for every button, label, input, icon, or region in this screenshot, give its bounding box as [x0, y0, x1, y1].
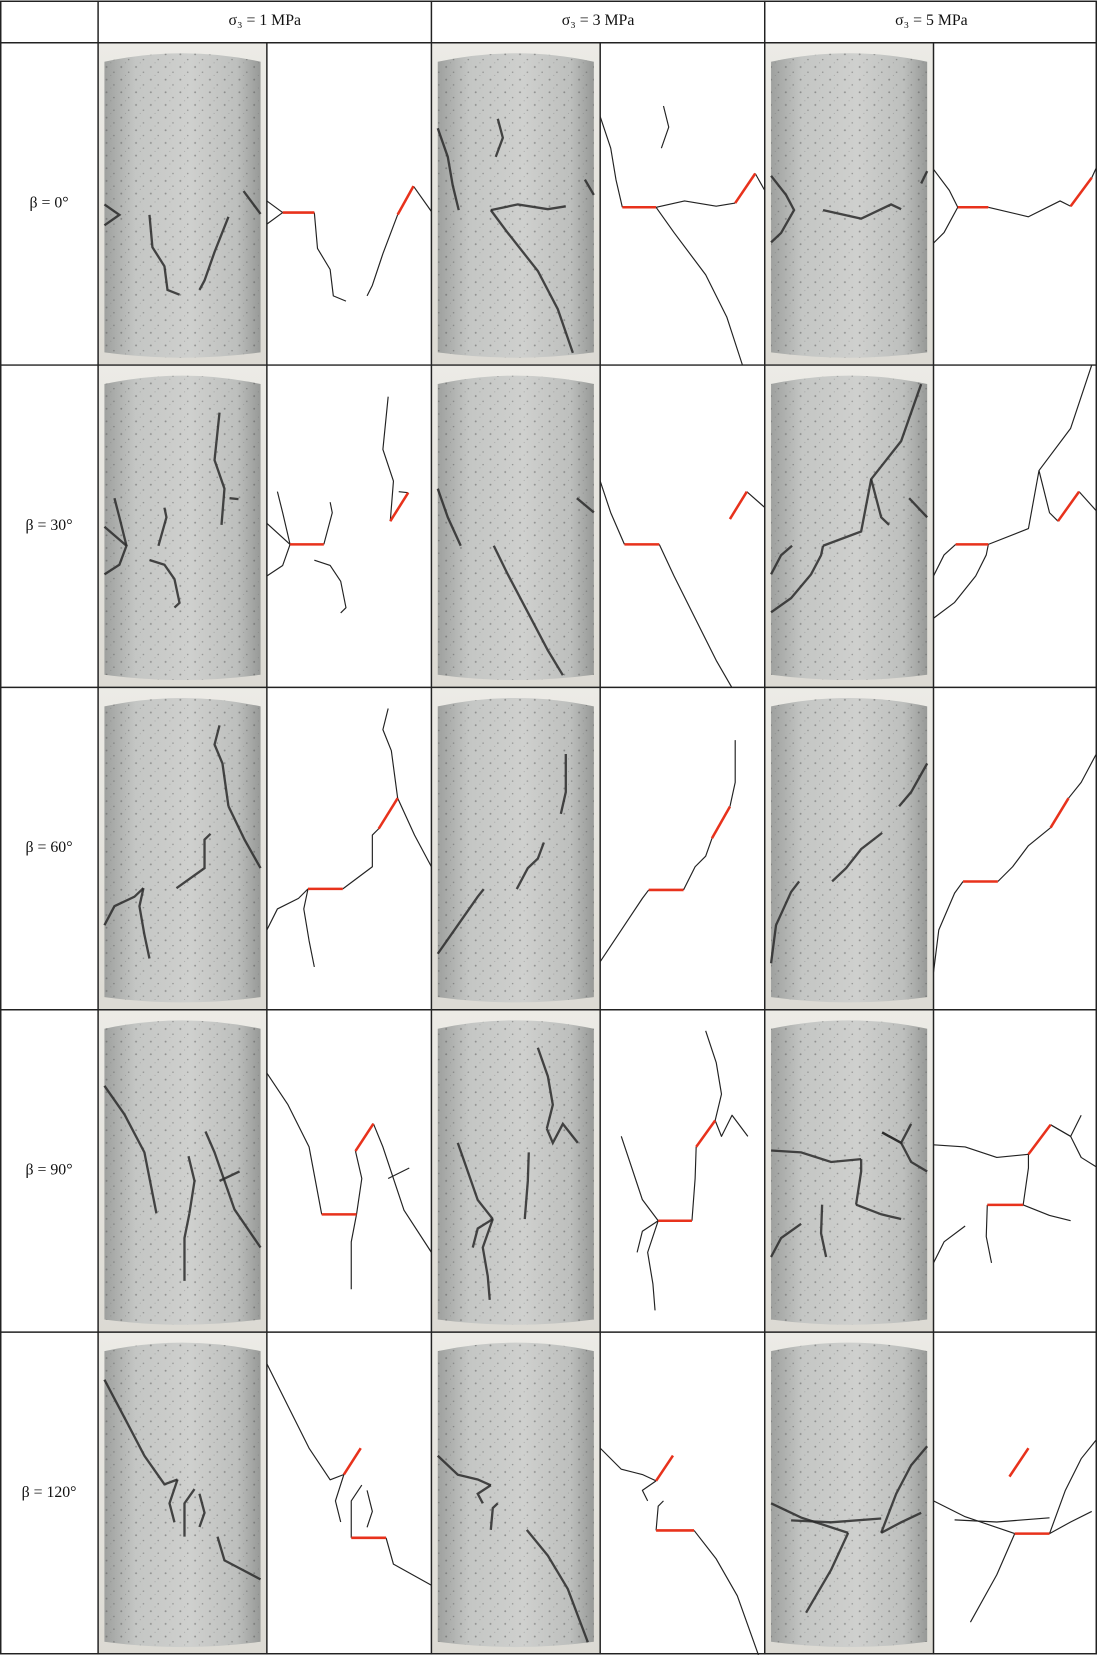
- sketch-background: [934, 687, 1097, 1009]
- specimen-texture: [438, 1343, 594, 1647]
- row-label: β = 0°: [29, 195, 68, 212]
- photo-crack: [230, 498, 239, 499]
- sketch-background: [934, 1332, 1097, 1654]
- sketch-background: [267, 43, 432, 365]
- column-header: σ₃ = 5 MPa: [895, 12, 968, 29]
- sketch-background: [267, 1332, 432, 1654]
- sketch-background: [267, 1010, 432, 1332]
- specimen-texture: [771, 1343, 927, 1647]
- specimen-texture: [771, 1020, 927, 1324]
- specimen-texture: [438, 698, 594, 1002]
- row-label: β = 90°: [26, 1162, 73, 1179]
- specimen-texture: [104, 53, 260, 357]
- figure: β = 0° β = 30° β = 60° β = 90° β = 120° σ₃ = …: [0, 0, 1097, 1655]
- row-label: β = 30°: [26, 517, 73, 534]
- specimen-texture: [438, 376, 594, 680]
- sketch-background: [600, 365, 765, 687]
- row-label: β = 60°: [26, 839, 73, 856]
- column-header: σ₃ = 3 MPa: [562, 12, 635, 29]
- specimen-texture: [771, 53, 927, 357]
- specimen-texture: [104, 376, 260, 680]
- sketch-background: [934, 1010, 1097, 1332]
- sketch-background: [600, 687, 765, 1009]
- sketch-background: [600, 43, 765, 365]
- sketch-background: [600, 1332, 765, 1654]
- cells: [98, 43, 1097, 1655]
- sketch-background: [934, 365, 1097, 687]
- sketch-background: [267, 687, 432, 1009]
- row-label: β = 120°: [22, 1484, 77, 1501]
- specimen-texture: [771, 376, 927, 680]
- specimen-texture: [771, 698, 927, 1002]
- sketch-background: [600, 1010, 765, 1332]
- column-header: σ₃ = 1 MPa: [228, 12, 301, 29]
- specimen-texture: [104, 698, 260, 1002]
- specimen-texture: [438, 1020, 594, 1324]
- specimen-texture: [104, 1343, 260, 1647]
- sketch-background: [267, 365, 432, 687]
